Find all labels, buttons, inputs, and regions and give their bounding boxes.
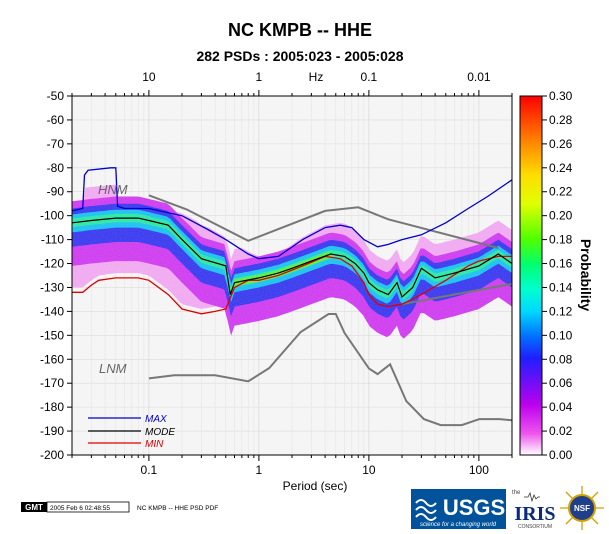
timestamp-box [46, 501, 130, 513]
legend-min-label: MIN [145, 439, 164, 450]
x-axis-title: Period (sec) [283, 479, 348, 493]
usgs-tagline: science for a changing world [420, 522, 497, 528]
top-tick-label: 10 [142, 70, 156, 84]
colorbar-tick-label: 0.24 [549, 161, 573, 175]
colorbar-tick-label: 0.06 [549, 376, 573, 390]
legend-max-label: MAX [145, 414, 167, 425]
y-tick-label: -180 [40, 400, 64, 414]
y-tick-label: -170 [40, 376, 64, 390]
y-tick-label: -160 [40, 352, 64, 366]
colorbar-tick-label: 0.30 [549, 89, 573, 103]
x-tick-label: 100 [469, 463, 489, 477]
timestamp: 2005 Feb 6 02:48:55 [50, 505, 110, 512]
footer-stamp: GMT 2005 Feb 6 02:48:55 NC KMPB -- HHE P… [21, 501, 218, 513]
top-tick-label: 0.01 [467, 70, 491, 84]
y-tick-label: -90 [47, 185, 65, 199]
y-tick-label: -80 [47, 161, 65, 175]
legend-mode-label: MODE [145, 427, 175, 438]
colorbar [519, 95, 543, 456]
y-tick-label: -190 [40, 424, 64, 438]
chart-title: NC KMPB -- HHE [228, 20, 372, 40]
colorbar-tick-label: 0.28 [549, 113, 573, 127]
y-tick-label: -130 [40, 280, 64, 294]
y-tick-label: -150 [40, 328, 64, 342]
y-tick-label: -70 [47, 137, 65, 151]
top-tick-label: 0.1 [361, 70, 378, 84]
lnm-label: LNM [99, 361, 127, 376]
y-tick-label: -120 [40, 257, 64, 271]
legend: MAX MODE MIN [88, 414, 175, 450]
x-tick-label: 1 [256, 463, 263, 477]
colorbar-tick-label: 0.20 [549, 209, 573, 223]
y-axis: -50 -60 -70 -80 -90 -100 -110 -120 -130 -140 -150 -… [40, 89, 72, 462]
chart-subtitle: 282 PSDs : 2005:023 - 2005:028 [196, 48, 403, 64]
top-tick-label: 1 [256, 70, 263, 84]
colorbar-tick-label: 0.02 [549, 424, 573, 438]
gmt-logo [21, 502, 47, 512]
colorbar-tick-label: 0.22 [549, 185, 573, 199]
colorbar-tick-label: 0.12 [549, 304, 573, 318]
colorbar-tick-label: 0.10 [549, 328, 573, 342]
colorbar-tick-label: 0.26 [549, 137, 573, 151]
colorbar-tick-label: 0.00 [549, 448, 573, 462]
max-line [72, 167, 512, 260]
y-tick-label: -140 [40, 304, 64, 318]
hnm-line [148, 194, 499, 249]
iris-sub: CONSORTIUM [518, 524, 552, 530]
iris-prefix: the [512, 490, 521, 496]
footer-caption: NC KMPB -- HHE PSD PDF [137, 505, 218, 512]
x-tick-label: 10 [362, 463, 376, 477]
top-axis-frequency: 10 1 0.1 0.01 [71, 70, 513, 96]
iris-wordmark: IRIS [514, 503, 555, 525]
colorbar-axis: 0.00 0.02 0.04 0.06 0.08 0.10 0.12 0.14 0.16 0.18… [542, 89, 573, 462]
top-axis-unit: Hz [309, 70, 324, 84]
lnm-line [148, 313, 512, 427]
y-tick-label: -200 [40, 448, 64, 462]
usgs-logo: USGS science for a changing world [411, 489, 506, 529]
seismogram-icon [524, 491, 540, 503]
hnm-label: HNM [98, 182, 128, 197]
y-tick-label: -110 [41, 233, 64, 247]
colorbar-title: Probability [578, 239, 594, 312]
colorbar-tick-label: 0.08 [549, 352, 573, 366]
iris-logo: the IRIS CONSORTIUM [512, 490, 556, 530]
x-tick-label: 0.1 [141, 463, 158, 477]
y-tick-label: -50 [47, 89, 65, 103]
min-line [72, 255, 512, 315]
colorbar-tick-label: 0.18 [549, 233, 573, 247]
colorbar-tick-label: 0.04 [549, 400, 573, 414]
y-tick-label: -60 [47, 113, 65, 127]
x-axis-period: 0.1 1 10 100 [71, 455, 513, 477]
usgs-wordmark: USGS [443, 495, 505, 520]
mode-line [72, 217, 512, 299]
colorbar-tick-label: 0.16 [549, 257, 573, 271]
colorbar-tick-label: 0.14 [549, 280, 573, 294]
y-tick-label: -100 [40, 209, 64, 223]
gmt-logo-text: GMT [25, 503, 43, 512]
nsf-logo: NSF [560, 486, 604, 530]
noise-model-segment [401, 282, 512, 306]
nsf-wordmark: NSF [574, 504, 590, 513]
